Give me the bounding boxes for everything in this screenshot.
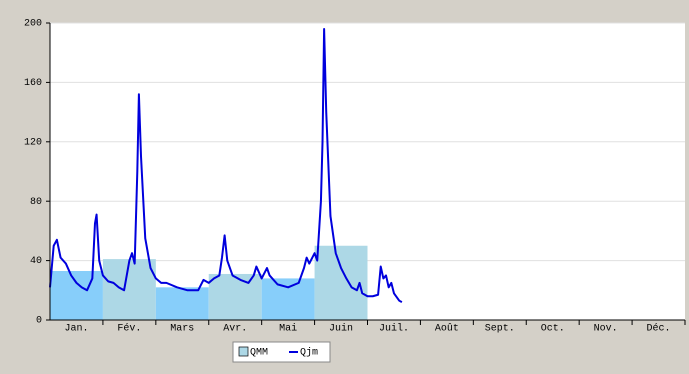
legend-label: Qjm	[300, 347, 318, 359]
x-tick-label: Jan.	[64, 324, 88, 335]
bar	[208, 273, 262, 320]
y-tick-label: 120	[24, 137, 42, 148]
x-tick-label: Déc.	[647, 323, 671, 335]
x-tick-label: Mai	[279, 323, 297, 335]
legend-box	[232, 341, 331, 363]
legend: QMM Qjm	[232, 341, 331, 363]
line	[49, 27, 403, 304]
x-tick-label: Mars	[170, 324, 194, 335]
bar	[102, 259, 156, 320]
x-tick-label: Sept.	[485, 324, 515, 335]
x-tick-label: Nov.	[594, 324, 618, 335]
y-tick-label: 200	[24, 19, 42, 30]
y-tick-label: 40	[30, 256, 42, 267]
y-tick-label: 80	[30, 197, 42, 208]
x-tick-label: Août	[435, 323, 459, 335]
bar	[261, 278, 315, 320]
legend-label: QMM	[250, 348, 268, 359]
x-tick-label: Avr.	[223, 324, 247, 335]
x-tick-label: Fév.	[117, 323, 141, 335]
x-tick-label: Oct.	[541, 324, 565, 335]
y-tick-label: 160	[24, 78, 42, 89]
bar	[155, 287, 209, 320]
x-tick-label: Juin	[329, 323, 353, 335]
y-tick-label: 0	[36, 316, 42, 327]
bar	[50, 270, 103, 320]
legend-swatch	[238, 346, 249, 357]
x-tick-label: Juil.	[379, 323, 409, 335]
